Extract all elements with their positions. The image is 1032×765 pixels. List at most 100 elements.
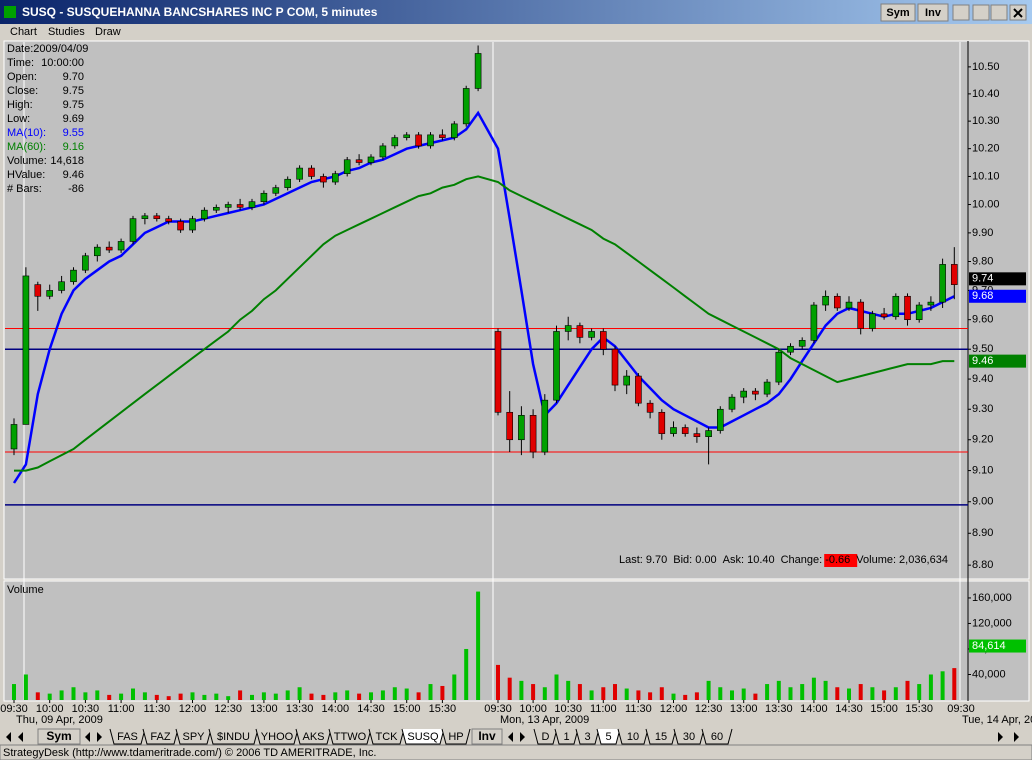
- x-tick-label: 12:00: [660, 703, 688, 715]
- period-tab-label[interactable]: 10: [627, 731, 639, 743]
- candle-body: [787, 345, 794, 353]
- quote-value: 9.70: [646, 554, 667, 566]
- volume-bar: [59, 690, 64, 700]
- period-tab-label[interactable]: D: [542, 731, 550, 743]
- scroll-arrow[interactable]: [85, 732, 90, 742]
- volume-bar: [464, 648, 469, 700]
- period-tab[interactable]: [554, 728, 579, 745]
- period-tab[interactable]: [645, 728, 677, 745]
- symbol-tab[interactable]: [295, 728, 332, 745]
- symbol-tab[interactable]: [142, 728, 179, 745]
- symbol-tab-label[interactable]: SUSQ: [407, 731, 439, 743]
- menu-item[interactable]: Chart: [10, 26, 37, 38]
- y-tick-label: 9.00: [972, 496, 993, 508]
- period-tab-label[interactable]: 1: [563, 731, 569, 743]
- scroll-arrow[interactable]: [520, 732, 525, 742]
- sym-button-label[interactable]: Sym: [886, 7, 909, 19]
- symbol-button-label[interactable]: Sym: [46, 729, 71, 743]
- data-window-value: 9.46: [63, 169, 84, 181]
- scroll-arrow[interactable]: [1014, 732, 1019, 742]
- candle-body: [564, 325, 572, 332]
- scroll-arrow[interactable]: [508, 732, 513, 742]
- candle-body: [22, 275, 30, 425]
- symbol-tab-label[interactable]: TTWO: [334, 731, 367, 743]
- symbol-tab-label[interactable]: FAS: [117, 731, 138, 743]
- symbol-tab-label[interactable]: TCK: [376, 731, 399, 743]
- candle-body: [117, 241, 125, 251]
- period-tab-label[interactable]: 15: [655, 731, 667, 743]
- data-window-label: Time:: [7, 57, 34, 69]
- volume-bar: [917, 684, 922, 700]
- volume-bar: [83, 692, 88, 700]
- symbol-tab-label[interactable]: YHOO: [261, 731, 294, 743]
- volume-bar: [214, 693, 219, 700]
- volume-bar: [273, 693, 278, 700]
- period-tab[interactable]: [673, 728, 705, 745]
- candle-body: [716, 408, 724, 431]
- candle-body: [236, 204, 244, 208]
- x-tick-label: 14:00: [800, 703, 828, 715]
- price-tag-label: 9.68: [972, 290, 993, 302]
- candle-body: [635, 375, 642, 404]
- volume-bar: [131, 688, 135, 700]
- candle-body: [869, 313, 876, 329]
- volume-bar: [753, 693, 758, 700]
- symbol-tab[interactable]: [255, 728, 299, 745]
- y-tick-label: 9.10: [972, 464, 993, 476]
- symbol-tab-label[interactable]: FAZ: [150, 731, 170, 743]
- volume-bar: [519, 680, 524, 700]
- scroll-arrow[interactable]: [6, 732, 11, 742]
- x-tick-label: 12:00: [179, 703, 207, 715]
- symbol-tab[interactable]: [441, 728, 471, 745]
- restore-button[interactable]: [952, 4, 970, 21]
- period-tab-label[interactable]: 3: [584, 731, 590, 743]
- menu-item[interactable]: Draw: [95, 26, 121, 38]
- period-tab-label[interactable]: 30: [683, 731, 695, 743]
- volume-bar: [309, 693, 314, 700]
- interval-button-label[interactable]: Inv: [478, 729, 496, 743]
- symbol-tab[interactable]: [109, 728, 146, 745]
- symbol-tab[interactable]: [175, 728, 212, 745]
- x-tick-label: 11:00: [590, 703, 617, 715]
- scroll-arrow[interactable]: [97, 732, 102, 742]
- x-tick-label: 15:30: [905, 703, 933, 715]
- symbol-tab-label[interactable]: AKS: [302, 731, 324, 743]
- period-tab[interactable]: [596, 728, 621, 745]
- scroll-arrow[interactable]: [18, 732, 23, 742]
- volume-bar: [416, 692, 421, 700]
- volume-bar: [178, 693, 183, 700]
- symbol-tab-label[interactable]: HP: [448, 731, 463, 743]
- candle-body: [904, 295, 911, 320]
- period-tab-label[interactable]: 5: [605, 731, 611, 743]
- period-tab[interactable]: [701, 728, 733, 745]
- period-tab[interactable]: [575, 728, 600, 745]
- menu-bar: [0, 24, 1032, 40]
- quote-label: Change:: [781, 554, 823, 566]
- symbol-tab[interactable]: [208, 728, 259, 745]
- menu-item[interactable]: Studies: [48, 26, 85, 38]
- period-tab-label[interactable]: 60: [711, 731, 723, 743]
- x-tick-label: 13:30: [765, 703, 793, 715]
- sym-button[interactable]: [880, 3, 916, 22]
- volume-bar: [659, 687, 664, 700]
- scroll-arrow[interactable]: [998, 732, 1003, 742]
- maximize-button[interactable]: [990, 4, 1008, 21]
- period-tab[interactable]: [533, 728, 558, 745]
- symbol-tab-label[interactable]: $INDU: [217, 731, 250, 743]
- candle-body: [541, 399, 549, 453]
- volume-bar: [706, 680, 711, 700]
- symbol-tab[interactable]: [401, 728, 445, 745]
- minimize-button[interactable]: [972, 4, 990, 21]
- inv-button-label[interactable]: Inv: [925, 7, 942, 19]
- candle-body: [403, 134, 411, 138]
- symbol-button[interactable]: [37, 728, 81, 745]
- candle-body: [845, 301, 853, 309]
- interval-button[interactable]: [471, 728, 503, 745]
- period-tab[interactable]: [617, 728, 649, 745]
- symbol-tab[interactable]: [328, 728, 372, 745]
- symbol-tab-label[interactable]: SPY: [182, 731, 205, 743]
- volume-bar: [250, 694, 254, 700]
- volume-bar: [47, 693, 52, 700]
- symbol-tab[interactable]: [368, 728, 405, 745]
- inv-button[interactable]: [917, 3, 949, 22]
